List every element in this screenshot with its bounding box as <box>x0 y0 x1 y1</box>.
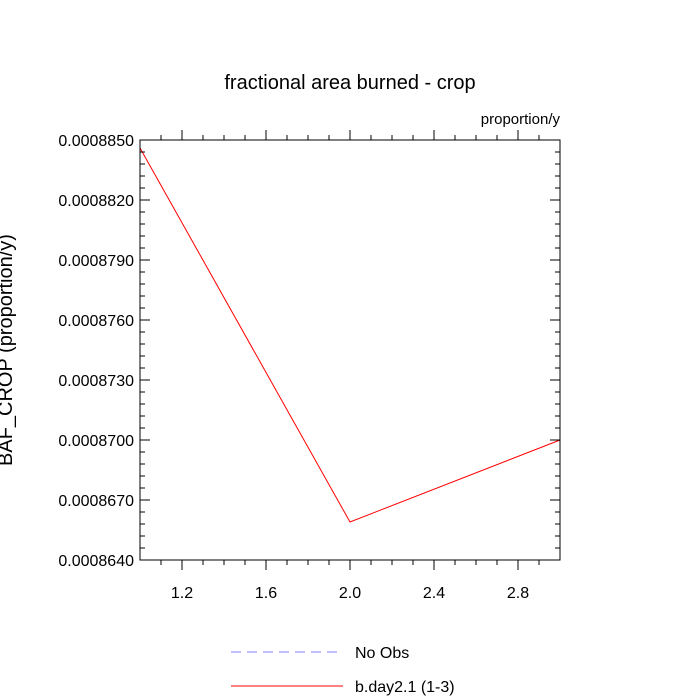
y-tick-label: 0.0008760 <box>58 313 134 330</box>
y-tick-label: 0.0008700 <box>58 433 134 450</box>
x-tick-label: 2.0 <box>339 585 361 602</box>
x-tick-label: 2.8 <box>507 585 529 602</box>
x-axis-tick-labels: 1.2 1.6 2.0 2.4 2.8 <box>171 585 529 602</box>
legend-label: No Obs <box>355 645 409 662</box>
chart-title: fractional area burned - crop <box>224 72 475 94</box>
plot-frame <box>139 139 561 561</box>
y-tick-label: 0.0008640 <box>58 553 134 570</box>
y-tick-label: 0.0008730 <box>58 373 134 390</box>
y-tick-label: 0.0008790 <box>58 253 134 270</box>
units-label: proportion/y <box>481 111 561 128</box>
legend-label: b.day2.1 (1-3) <box>355 679 455 696</box>
y-tick-label: 0.0008850 <box>58 133 134 150</box>
x-tick-label: 1.6 <box>255 585 277 602</box>
x-axis-ticks <box>160 130 540 570</box>
y-axis-tick-labels: 0.0008640 0.0008670 0.0008700 0.0008730 0.00… <box>58 133 134 570</box>
plot-layer <box>139 147 561 523</box>
y-tick-label: 0.0008820 <box>58 193 134 210</box>
y-axis-ticks <box>140 139 560 561</box>
y-axis-label: BAF_CROP (proportion/y) <box>0 234 17 466</box>
x-tick-label: 1.2 <box>171 585 193 602</box>
series-line <box>139 147 561 523</box>
legend: No Obs b.day2.1 (1-3) <box>231 645 455 696</box>
y-tick-label: 0.0008670 <box>58 493 134 510</box>
x-tick-label: 2.4 <box>423 585 445 602</box>
